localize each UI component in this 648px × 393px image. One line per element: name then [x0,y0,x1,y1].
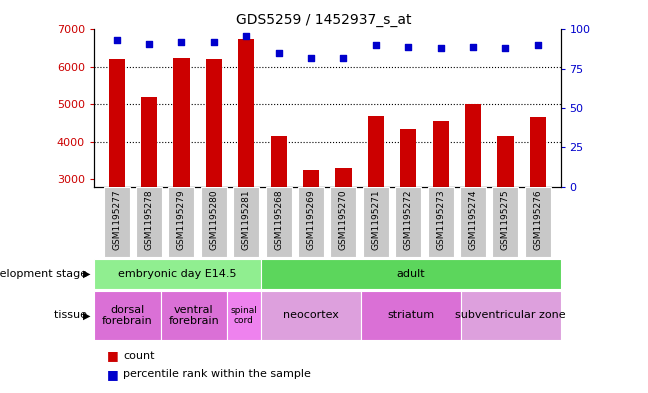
Text: GSM1195269: GSM1195269 [307,189,316,250]
Text: GSM1195274: GSM1195274 [469,189,478,250]
Bar [498,136,513,187]
Bar [465,104,481,187]
Text: striatum: striatum [387,310,434,320]
Point [144,40,154,47]
Bar [432,121,448,187]
Bar [363,187,389,257]
Text: ▶: ▶ [83,310,91,320]
Text: count: count [123,351,155,361]
Bar [233,187,259,257]
Point [371,42,381,48]
Text: GSM1195279: GSM1195279 [177,189,186,250]
Text: GSM1195270: GSM1195270 [339,189,348,250]
Text: ■: ■ [107,367,119,381]
Bar [108,59,124,187]
Text: GSM1195271: GSM1195271 [371,189,380,250]
Bar [173,57,189,187]
Bar [428,187,454,257]
Bar [336,168,351,187]
Bar [461,291,561,340]
Point [500,45,511,51]
Text: ▶: ▶ [83,269,91,279]
Text: GSM1195268: GSM1195268 [274,189,283,250]
Point [533,42,543,48]
Text: development stage: development stage [0,269,91,279]
Text: spinal
cord: spinal cord [231,306,257,325]
Bar [161,291,227,340]
Bar [360,291,461,340]
Point [306,55,316,61]
Text: ■: ■ [107,349,119,362]
Point [338,55,349,61]
Text: subventricular zone: subventricular zone [455,310,566,320]
Bar [136,187,162,257]
Text: GSM1195272: GSM1195272 [404,189,413,250]
Bar [460,187,486,257]
Bar [530,118,546,187]
Point [403,44,413,50]
Bar [104,187,130,257]
Bar [201,187,227,257]
Bar [492,187,518,257]
Text: GSM1195278: GSM1195278 [145,189,154,250]
Point [111,37,122,44]
Bar [205,59,222,187]
Bar [525,187,551,257]
Bar [266,187,292,257]
Text: GSM1195276: GSM1195276 [533,189,542,250]
Point [241,33,251,39]
Text: embryonic day E14.5: embryonic day E14.5 [118,269,237,279]
Bar [227,291,260,340]
Bar [330,187,356,257]
Text: neocortex: neocortex [283,310,338,320]
Bar [368,116,384,187]
Bar [238,39,254,187]
Bar [94,259,260,289]
Text: GSM1195280: GSM1195280 [209,189,218,250]
Text: GSM1195273: GSM1195273 [436,189,445,250]
Text: GSM1195275: GSM1195275 [501,189,510,250]
Bar [168,187,194,257]
Text: adult: adult [396,269,425,279]
Text: GDS5259 / 1452937_s_at: GDS5259 / 1452937_s_at [237,13,411,27]
Text: GSM1195277: GSM1195277 [112,189,121,250]
Bar [400,129,416,187]
Bar [270,136,286,187]
Point [209,39,219,45]
Bar [395,187,421,257]
Text: dorsal
forebrain: dorsal forebrain [102,305,153,326]
Bar [260,291,360,340]
Point [468,44,478,50]
Text: percentile rank within the sample: percentile rank within the sample [123,369,311,379]
Bar [303,170,319,187]
Point [176,39,187,45]
Bar [260,259,561,289]
Text: GSM1195281: GSM1195281 [242,189,251,250]
Text: ventral
forebrain: ventral forebrain [168,305,219,326]
Bar [141,97,157,187]
Point [273,50,284,56]
Text: tissue: tissue [54,310,91,320]
Bar [298,187,324,257]
Point [435,45,446,51]
Bar [94,291,161,340]
